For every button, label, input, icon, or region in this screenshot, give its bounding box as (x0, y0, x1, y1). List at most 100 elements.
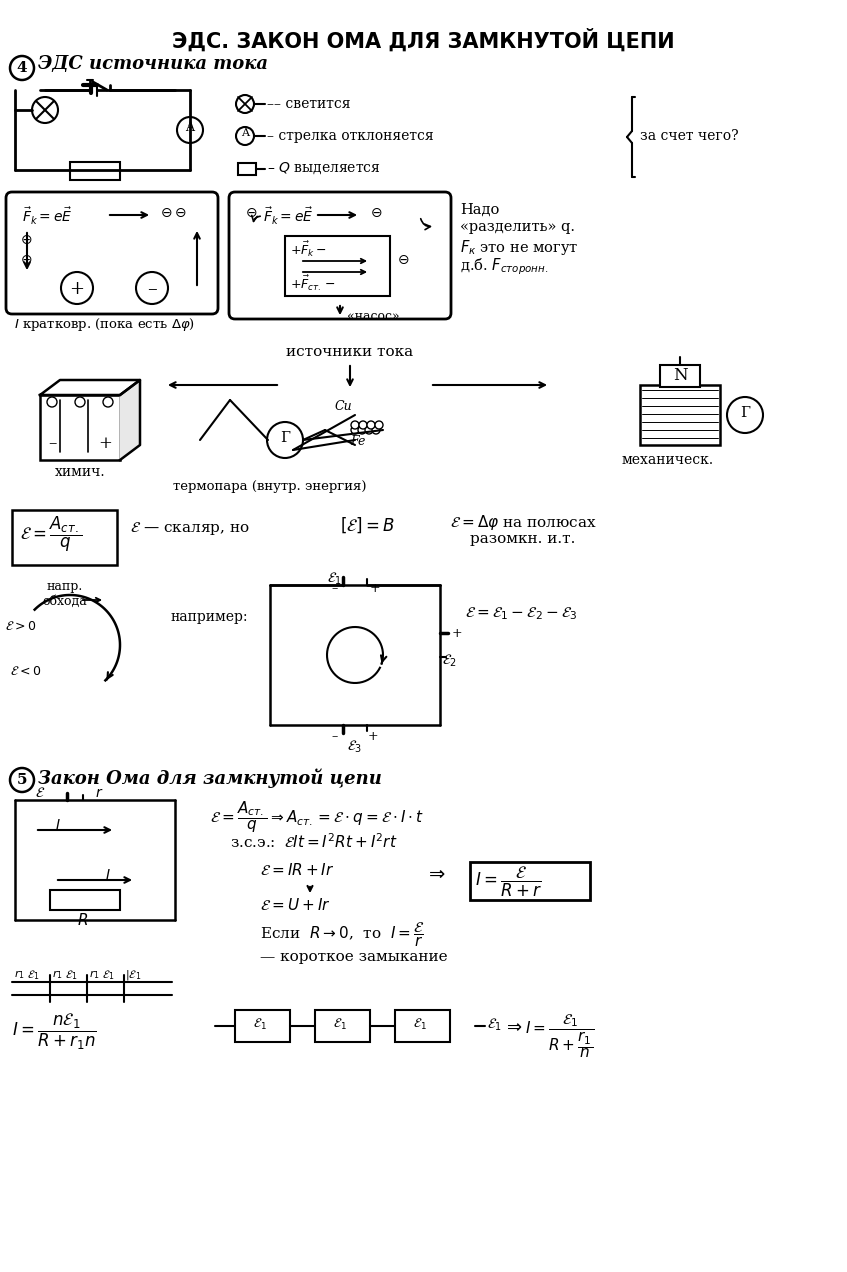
Text: $\mathcal{E} = U + Ir$: $\mathcal{E} = U + Ir$ (260, 897, 330, 913)
Text: $\mathcal{E}_1$: $\mathcal{E}_1$ (487, 1018, 502, 1033)
FancyBboxPatch shape (6, 192, 218, 314)
Text: за счет чего?: за счет чего? (640, 128, 739, 142)
Text: $r_1$: $r_1$ (52, 968, 63, 981)
Text: Г: Г (280, 431, 290, 445)
Circle shape (236, 127, 254, 145)
Text: $\mathcal{E}_1$: $\mathcal{E}_1$ (333, 1018, 346, 1032)
Text: источники тока: источники тока (286, 345, 413, 359)
Text: $I$ кратковр. (пока есть $\Delta\varphi$): $I$ кратковр. (пока есть $\Delta\varphi$… (14, 315, 195, 333)
Text: Fe: Fe (350, 435, 365, 448)
Text: – стрелка отклоняется: – стрелка отклоняется (267, 128, 434, 142)
Text: химич.: химич. (55, 466, 105, 480)
Text: например:: например: (170, 611, 247, 625)
Text: $\mathcal{E} = IR + Ir$: $\mathcal{E} = IR + Ir$ (260, 862, 335, 878)
Bar (436, 623, 448, 667)
Text: $\ominus$: $\ominus$ (397, 253, 409, 267)
Polygon shape (40, 380, 140, 396)
Text: $\mathcal{E}_1$: $\mathcal{E}_1$ (328, 571, 342, 588)
Text: $\mathcal{E}_1$: $\mathcal{E}_1$ (65, 968, 77, 982)
Text: $R$: $R$ (77, 912, 89, 929)
Text: $|\mathcal{E}_1$: $|\mathcal{E}_1$ (125, 968, 141, 982)
Text: –– светится: –– светится (267, 97, 351, 111)
Text: $\ominus$: $\ominus$ (20, 233, 32, 247)
Bar (285, 237, 390, 296)
Text: $\mathcal{E} < 0$: $\mathcal{E} < 0$ (10, 665, 42, 678)
Circle shape (358, 426, 366, 434)
Text: +: + (69, 280, 85, 298)
Text: –: – (47, 435, 56, 452)
Bar (395, 1010, 450, 1042)
Text: $\ominus$: $\ominus$ (20, 253, 32, 267)
Text: $\mathcal{E}_1$: $\mathcal{E}_1$ (27, 968, 40, 982)
Circle shape (177, 117, 203, 142)
Text: $r_1$: $r_1$ (14, 968, 25, 981)
Text: –: – (332, 730, 338, 743)
Text: «насос»: «насос» (347, 310, 400, 323)
Bar (50, 890, 120, 909)
Circle shape (359, 421, 367, 429)
Text: $I = \dfrac{n\mathcal{E}_1}{R + r_1 n}$: $I = \dfrac{n\mathcal{E}_1}{R + r_1 n}$ (12, 1013, 97, 1052)
Text: Надо: Надо (460, 204, 500, 218)
Text: $\vec{F}_k = e\vec{E}$: $\vec{F}_k = e\vec{E}$ (22, 206, 73, 226)
Text: $\mathcal{E}_1$: $\mathcal{E}_1$ (253, 1018, 267, 1032)
Text: $\mathcal{E}_1$: $\mathcal{E}_1$ (102, 968, 114, 982)
Text: $\mathcal{E} = \mathcal{E}_1 - \mathcal{E}_2 - \mathcal{E}_3$: $\mathcal{E} = \mathcal{E}_1 - \mathcal{… (465, 605, 578, 622)
Circle shape (236, 95, 254, 113)
Bar (470, 862, 590, 901)
Text: $+ \vec{F}_{ст.} -$: $+ \vec{F}_{ст.} -$ (290, 273, 336, 294)
Text: +: + (369, 583, 380, 595)
Bar (40, 396, 120, 460)
Text: $r$: $r$ (95, 786, 103, 800)
Bar (12, 510, 117, 565)
Text: Г: Г (740, 406, 750, 420)
Text: разомкн. и.т.: разомкн. и.т. (470, 532, 575, 546)
Bar (238, 163, 256, 176)
Circle shape (103, 397, 113, 407)
FancyBboxPatch shape (229, 192, 451, 319)
Circle shape (136, 272, 168, 304)
Text: $F_к$ это не могут: $F_к$ это не могут (460, 238, 579, 257)
Circle shape (10, 768, 34, 792)
Text: +: + (452, 627, 462, 640)
Text: $\vec{F}_k = e\vec{E}$: $\vec{F}_k = e\vec{E}$ (263, 206, 313, 226)
Text: A: A (241, 128, 249, 137)
Text: 4: 4 (17, 61, 27, 75)
Polygon shape (120, 380, 140, 460)
Text: N: N (673, 368, 687, 384)
Circle shape (727, 397, 763, 432)
Circle shape (61, 272, 93, 304)
Circle shape (75, 397, 85, 407)
Circle shape (47, 397, 57, 407)
Bar (70, 162, 120, 181)
Text: $\mathcal{E} > 0$: $\mathcal{E} > 0$ (5, 619, 36, 633)
Circle shape (351, 426, 359, 434)
Text: обхода: обхода (42, 595, 87, 608)
Text: $\mathcal{E}_3$: $\mathcal{E}_3$ (347, 739, 363, 756)
Text: $\mathcal{E}_1$: $\mathcal{E}_1$ (413, 1018, 427, 1032)
Text: $\Rightarrow$: $\Rightarrow$ (425, 865, 446, 883)
Circle shape (253, 212, 273, 233)
Text: механическ.: механическ. (622, 453, 714, 467)
Text: $I = \dfrac{\mathcal{E}}{R+r}$: $I = \dfrac{\mathcal{E}}{R+r}$ (475, 865, 542, 899)
Circle shape (351, 421, 359, 429)
Text: ЭДС источника тока: ЭДС источника тока (38, 55, 268, 73)
Circle shape (267, 422, 303, 458)
Bar (235, 1010, 290, 1042)
Bar (640, 385, 720, 445)
Text: $\mathcal{E}$ — скаляр, но: $\mathcal{E}$ — скаляр, но (130, 520, 250, 537)
Text: $I$: $I$ (105, 868, 111, 881)
Circle shape (32, 97, 58, 123)
Text: $I = \dfrac{\mathcal{E}_1}{R + \dfrac{r_1}{n}}$: $I = \dfrac{\mathcal{E}_1}{R + \dfrac{r_… (525, 1013, 595, 1060)
Text: $r_1$: $r_1$ (89, 968, 100, 981)
Text: –: – (147, 280, 157, 298)
Text: термопара (внутр. энергия): термопара (внутр. энергия) (174, 480, 367, 494)
Text: $\mathcal{E} = \dfrac{A_{ст.}}{q} \Rightarrow A_{ст.} = \mathcal{E} \cdot q = \m: $\mathcal{E} = \dfrac{A_{ст.}}{q} \Right… (210, 800, 424, 836)
Bar (315, 1010, 370, 1042)
Text: Cu: Cu (335, 399, 352, 413)
Text: +: + (368, 730, 379, 743)
Text: Закон Ома для замкнутой цепи: Закон Ома для замкнутой цепи (38, 768, 382, 787)
Text: $\ominus$: $\ominus$ (245, 206, 257, 220)
Text: $\ominus$: $\ominus$ (174, 206, 186, 220)
Circle shape (10, 56, 34, 80)
Text: A: A (185, 121, 195, 134)
